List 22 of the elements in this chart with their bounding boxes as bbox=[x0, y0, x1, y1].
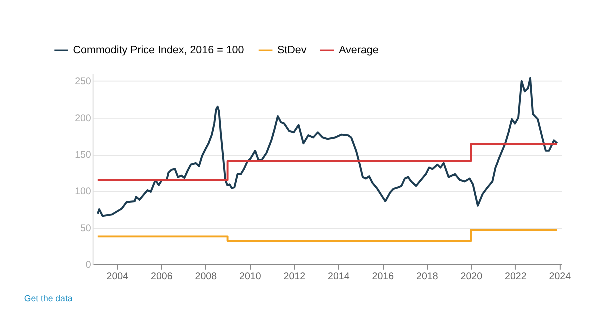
y-tick-label: 50 bbox=[80, 223, 92, 234]
x-tick-label: 2022 bbox=[505, 272, 527, 283]
line-series bbox=[96, 77, 558, 218]
y-tick-label: 250 bbox=[75, 76, 92, 88]
x-tick-label: 2012 bbox=[284, 272, 306, 283]
text: Get the data bbox=[24, 294, 73, 304]
x-tick-label: 2004 bbox=[106, 272, 130, 283]
x-tick-label: 2024 bbox=[549, 272, 572, 283]
x-tick-label: 2010 bbox=[240, 272, 262, 283]
y-tick-label: 100 bbox=[75, 186, 92, 198]
x-tick-label: 2018 bbox=[416, 272, 438, 283]
x-tick-label: 2016 bbox=[372, 272, 394, 283]
x-tick-label: 2006 bbox=[151, 272, 173, 283]
legend-label: Commodity Price Index, 2016 = 100 bbox=[73, 44, 244, 56]
y-tick-label: 200 bbox=[75, 113, 92, 124]
legend-label: StDev bbox=[278, 44, 308, 56]
x-tick-label: 2008 bbox=[195, 272, 218, 283]
y-tick-label: 150 bbox=[75, 150, 92, 162]
y-tick-label: 0 bbox=[86, 260, 92, 271]
x-tick-label: 2020 bbox=[460, 272, 484, 283]
x-tick-label: 2014 bbox=[328, 272, 350, 283]
legend-label: Average bbox=[339, 44, 379, 56]
